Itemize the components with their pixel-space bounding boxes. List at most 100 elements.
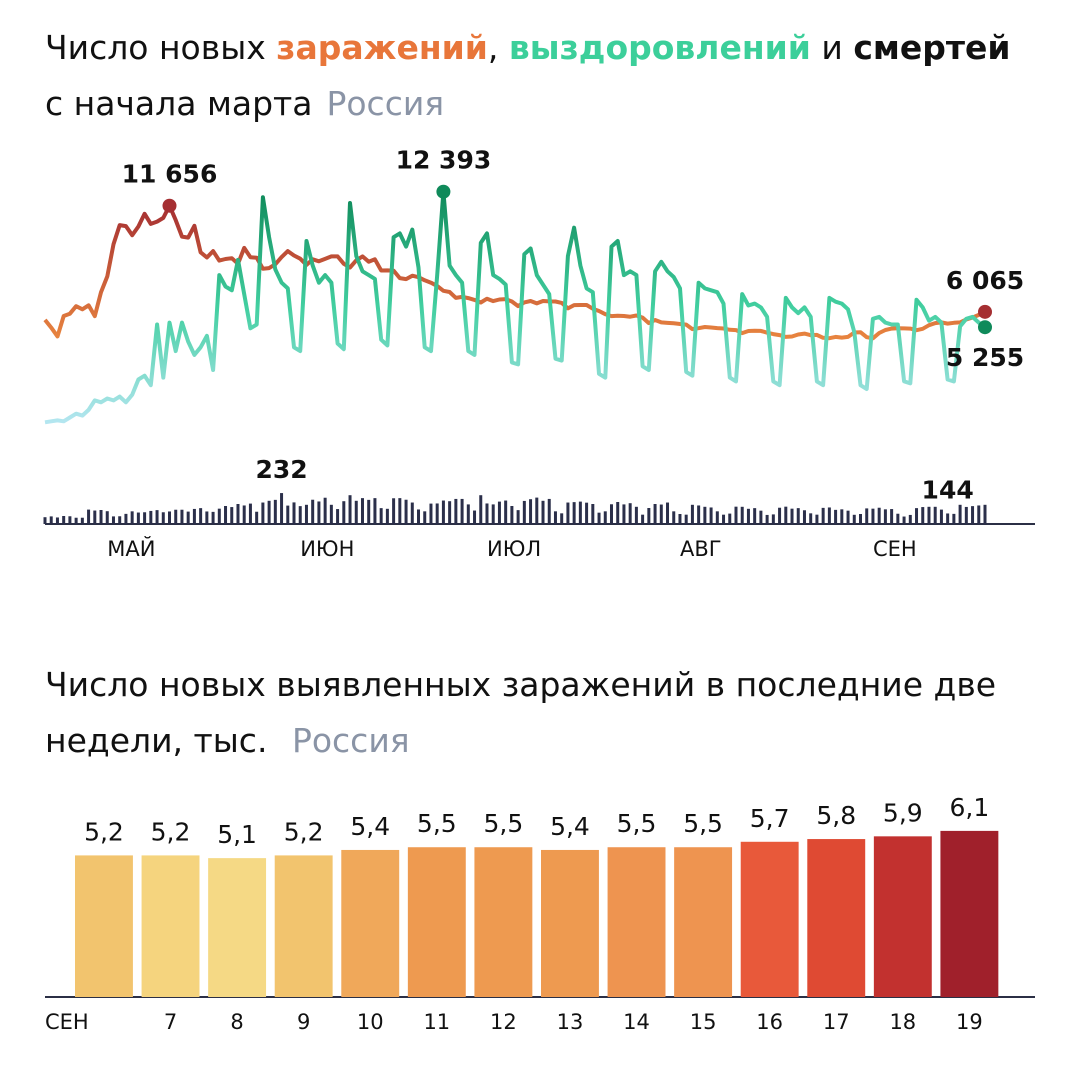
value-label: 5,5 bbox=[683, 809, 723, 838]
bar bbox=[473, 510, 477, 524]
point bbox=[978, 304, 992, 319]
x-tick-label: 9 bbox=[297, 1010, 310, 1034]
bar bbox=[49, 516, 53, 524]
bar bbox=[43, 517, 47, 524]
bar bbox=[915, 508, 919, 524]
bar bbox=[435, 503, 439, 524]
bar bbox=[728, 513, 732, 524]
bar bbox=[118, 516, 122, 524]
bar bbox=[199, 508, 203, 524]
value-label: 5,8 bbox=[816, 801, 856, 830]
bar bbox=[410, 502, 414, 524]
bar bbox=[273, 499, 277, 524]
x-tick-label: ИЮЛ bbox=[487, 537, 541, 561]
bar bbox=[522, 500, 526, 524]
bar bbox=[466, 504, 470, 524]
bar bbox=[373, 498, 377, 524]
bar bbox=[858, 514, 862, 524]
bar bbox=[261, 502, 265, 524]
title-part: Число новых bbox=[45, 28, 266, 67]
bar bbox=[790, 508, 794, 524]
bar bbox=[778, 507, 782, 524]
bar bbox=[553, 511, 557, 524]
bar bbox=[933, 506, 937, 524]
bar bbox=[807, 839, 866, 997]
bar bbox=[211, 511, 215, 524]
bar bbox=[634, 506, 638, 524]
bar bbox=[703, 506, 707, 524]
bar bbox=[622, 504, 626, 524]
bar bbox=[607, 847, 666, 997]
title-part: выздоровлений bbox=[508, 28, 811, 67]
x-tick-label: 11 bbox=[423, 1010, 450, 1034]
value-label: 144 bbox=[922, 475, 974, 504]
value-label: 5,4 bbox=[550, 812, 590, 841]
bar bbox=[55, 517, 59, 524]
bar bbox=[87, 509, 91, 524]
bar bbox=[603, 511, 607, 524]
bar bbox=[441, 500, 445, 524]
bar bbox=[560, 513, 564, 524]
bar bbox=[883, 509, 887, 524]
bar bbox=[578, 501, 582, 524]
bar bbox=[715, 511, 719, 524]
bar bbox=[759, 510, 763, 524]
bar bbox=[155, 510, 159, 524]
bar bbox=[407, 847, 466, 997]
value-label: 232 bbox=[255, 455, 307, 484]
bar bbox=[572, 502, 576, 524]
bar bbox=[124, 513, 128, 524]
bar bbox=[404, 499, 408, 524]
bar bbox=[174, 509, 178, 524]
bar bbox=[771, 514, 775, 524]
x-tick-label: 19 bbox=[956, 1010, 983, 1034]
bar bbox=[423, 511, 427, 524]
value-label: 11 656 bbox=[122, 160, 218, 189]
bar bbox=[890, 509, 894, 524]
bar bbox=[448, 501, 452, 524]
title-part: и bbox=[821, 28, 843, 67]
bar bbox=[971, 506, 975, 524]
bar bbox=[740, 506, 744, 524]
bar bbox=[479, 495, 483, 524]
bar bbox=[597, 512, 601, 524]
line bbox=[43, 203, 986, 341]
bar bbox=[784, 506, 788, 524]
point bbox=[162, 198, 177, 213]
bar bbox=[809, 513, 813, 524]
x-tick-label: СЕН bbox=[45, 1010, 89, 1034]
bar bbox=[286, 505, 290, 524]
bar bbox=[666, 502, 670, 524]
bar bbox=[329, 504, 333, 524]
bar bbox=[647, 508, 651, 524]
bar bbox=[141, 855, 200, 997]
bar bbox=[417, 509, 421, 524]
bar bbox=[143, 512, 147, 524]
x-tick-label: СЕН bbox=[873, 537, 917, 561]
bar bbox=[690, 504, 694, 524]
x-tick-label: АВГ bbox=[680, 537, 722, 561]
bar bbox=[510, 506, 514, 524]
bar bbox=[385, 508, 389, 524]
bar bbox=[566, 502, 570, 524]
bar bbox=[242, 505, 246, 524]
bar bbox=[653, 504, 657, 524]
value-label: 5,5 bbox=[417, 809, 457, 838]
bar bbox=[541, 500, 545, 524]
bar bbox=[616, 502, 620, 524]
bar bbox=[236, 504, 240, 524]
bar bbox=[678, 514, 682, 524]
bar bbox=[529, 499, 533, 524]
bar bbox=[311, 499, 315, 524]
value-label: 5,9 bbox=[883, 798, 923, 827]
bar bbox=[460, 498, 464, 524]
bar bbox=[852, 514, 856, 524]
value-label: 5 255 bbox=[946, 343, 1024, 372]
line bbox=[44, 189, 987, 425]
bar bbox=[535, 497, 539, 524]
bar bbox=[149, 510, 153, 524]
bar bbox=[274, 855, 333, 997]
bar bbox=[940, 830, 999, 997]
x-tick-label: 18 bbox=[889, 1010, 916, 1034]
bar bbox=[398, 498, 402, 524]
